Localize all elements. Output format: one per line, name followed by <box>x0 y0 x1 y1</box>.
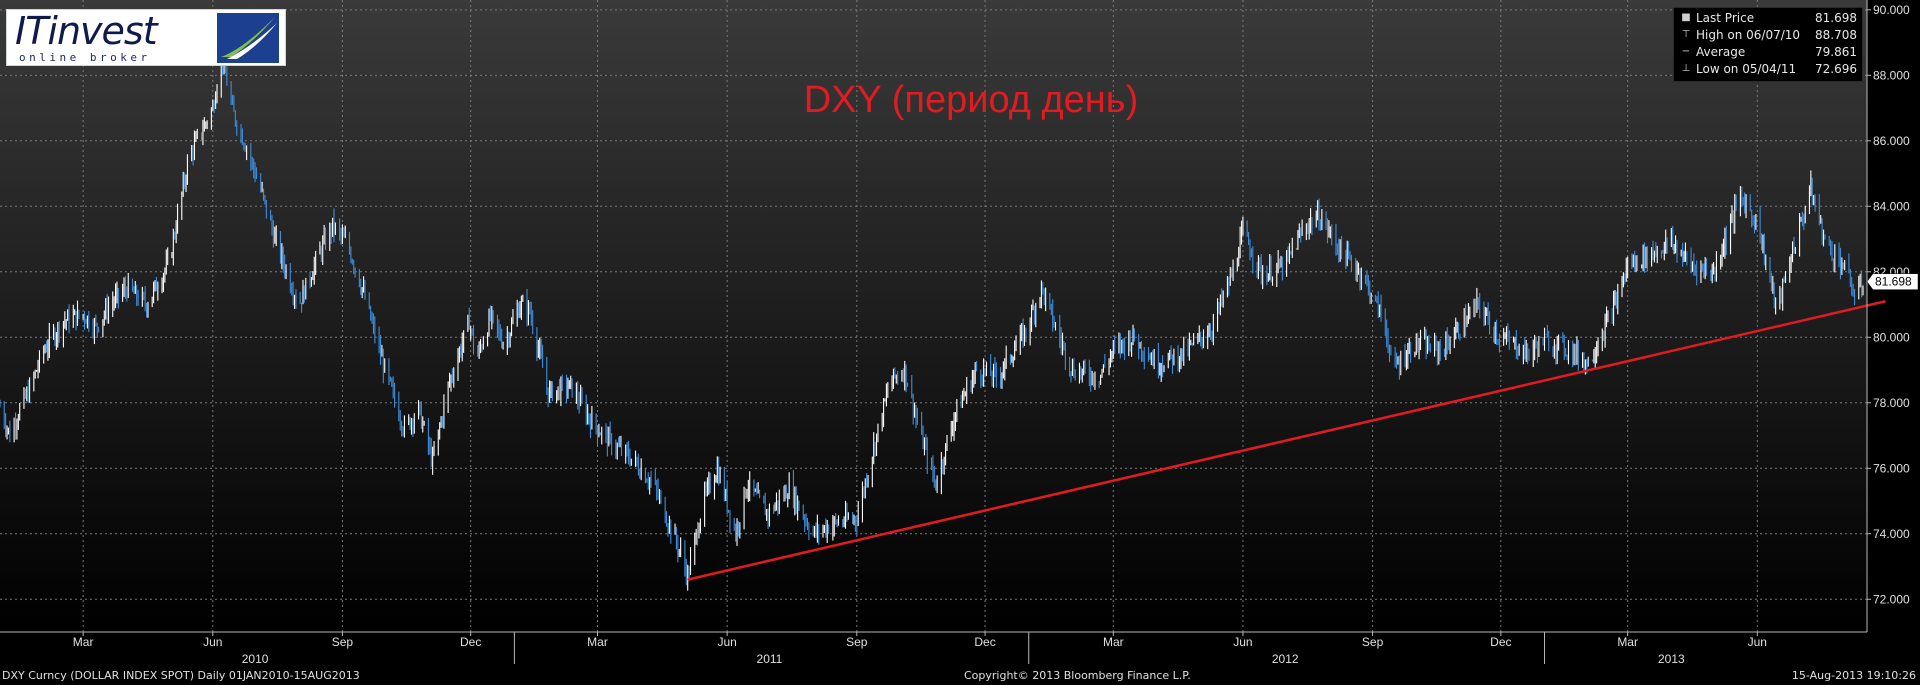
x-tick-label: Jun <box>717 635 736 649</box>
y-tick-label: 76.000 <box>1873 461 1910 475</box>
x-tick-label: Mar <box>1617 635 1638 649</box>
footer-right-text: 15-Aug-2013 19:10:26 <box>1792 669 1916 682</box>
x-axis: Mar Jun Sep Dec Mar Jun Sep Dec Mar Jun Sep Dec Mar J… <box>73 632 1767 666</box>
legend-row-last-price: ■ Last Price 81.698 <box>1674 10 1862 26</box>
y-tick-label: 84.000 <box>1873 199 1910 213</box>
x-tick-label: Sep <box>332 635 354 649</box>
x-tick-label: Dec <box>974 635 995 649</box>
last-price-label: 81.698 <box>1875 275 1912 289</box>
logo-swoosh-icon <box>217 13 279 63</box>
price-bars <box>0 38 1864 591</box>
x-tick-label: Jun <box>1748 635 1767 649</box>
average-marker-icon: − <box>1681 46 1691 57</box>
x-tick-label: Jun <box>203 635 222 649</box>
legend-row-average: − Average 79.861 <box>1674 44 1862 60</box>
plot-background <box>0 0 1867 632</box>
y-tick-label: 88.000 <box>1873 68 1910 82</box>
x-year-label: 2013 <box>1658 652 1685 666</box>
chart-title: DXY (период день) <box>804 79 1139 121</box>
itinvest-logo: ITinvest online broker <box>6 9 286 66</box>
x-tick-label: Mar <box>1103 635 1124 649</box>
logo-name: ITinvest <box>15 9 158 53</box>
legend-value: 81.698 <box>1815 11 1857 25</box>
x-tick-label: Mar <box>587 635 608 649</box>
high-marker-icon: ⊤ <box>1681 29 1691 40</box>
price-legend: ■ Last Price 81.698 ⊤ High on 06/07/10 8… <box>1673 7 1863 82</box>
x-tick-label: Sep <box>1362 635 1384 649</box>
legend-value: 79.861 <box>1815 45 1857 59</box>
logo-subtitle: online broker <box>19 51 151 64</box>
axis-background <box>1867 0 1920 685</box>
x-year-label: 2012 <box>1272 652 1299 666</box>
x-tick-label: Sep <box>846 635 868 649</box>
x-tick-label: Jun <box>1233 635 1252 649</box>
y-tick-label: 86.000 <box>1873 134 1910 148</box>
footer-center-text: Copyright© 2013 Bloomberg Finance L.P. <box>964 669 1191 682</box>
legend-row-high: ⊤ High on 06/07/10 88.708 <box>1674 27 1862 43</box>
x-tick-label: Mar <box>73 635 94 649</box>
footer-background <box>0 632 1867 685</box>
low-marker-icon: ⊥ <box>1681 63 1691 74</box>
grid <box>0 0 1867 632</box>
x-tick-label: Dec <box>1490 635 1511 649</box>
legend-label: Low on 05/04/11 <box>1696 62 1797 76</box>
last-price-tag: 81.698 <box>1866 273 1919 290</box>
legend-value: 88.708 <box>1815 28 1857 42</box>
trendline-layer <box>687 300 1886 581</box>
legend-label: Last Price <box>1696 11 1755 25</box>
legend-label: Average <box>1696 45 1746 59</box>
footer-left-text: DXY Curncy (DOLLAR INDEX SPOT) Daily 01J… <box>2 669 360 682</box>
x-year-label: 2011 <box>757 652 783 666</box>
y-tick-label: 90.000 <box>1873 3 1910 17</box>
legend-row-low: ⊥ Low on 05/04/11 72.696 <box>1674 61 1862 77</box>
legend-label: High on 06/07/10 <box>1696 28 1801 42</box>
y-tick-label: 80.000 <box>1873 330 1910 344</box>
x-year-label: 2010 <box>242 652 269 666</box>
legend-value: 72.696 <box>1815 62 1857 76</box>
square-icon: ■ <box>1681 12 1691 23</box>
y-tick-label: 72.000 <box>1873 592 1910 606</box>
y-tick-label: 78.000 <box>1873 396 1910 410</box>
x-tick-label: Dec <box>460 635 481 649</box>
support-trendline <box>687 300 1886 581</box>
y-tick-label: 74.000 <box>1873 527 1910 541</box>
